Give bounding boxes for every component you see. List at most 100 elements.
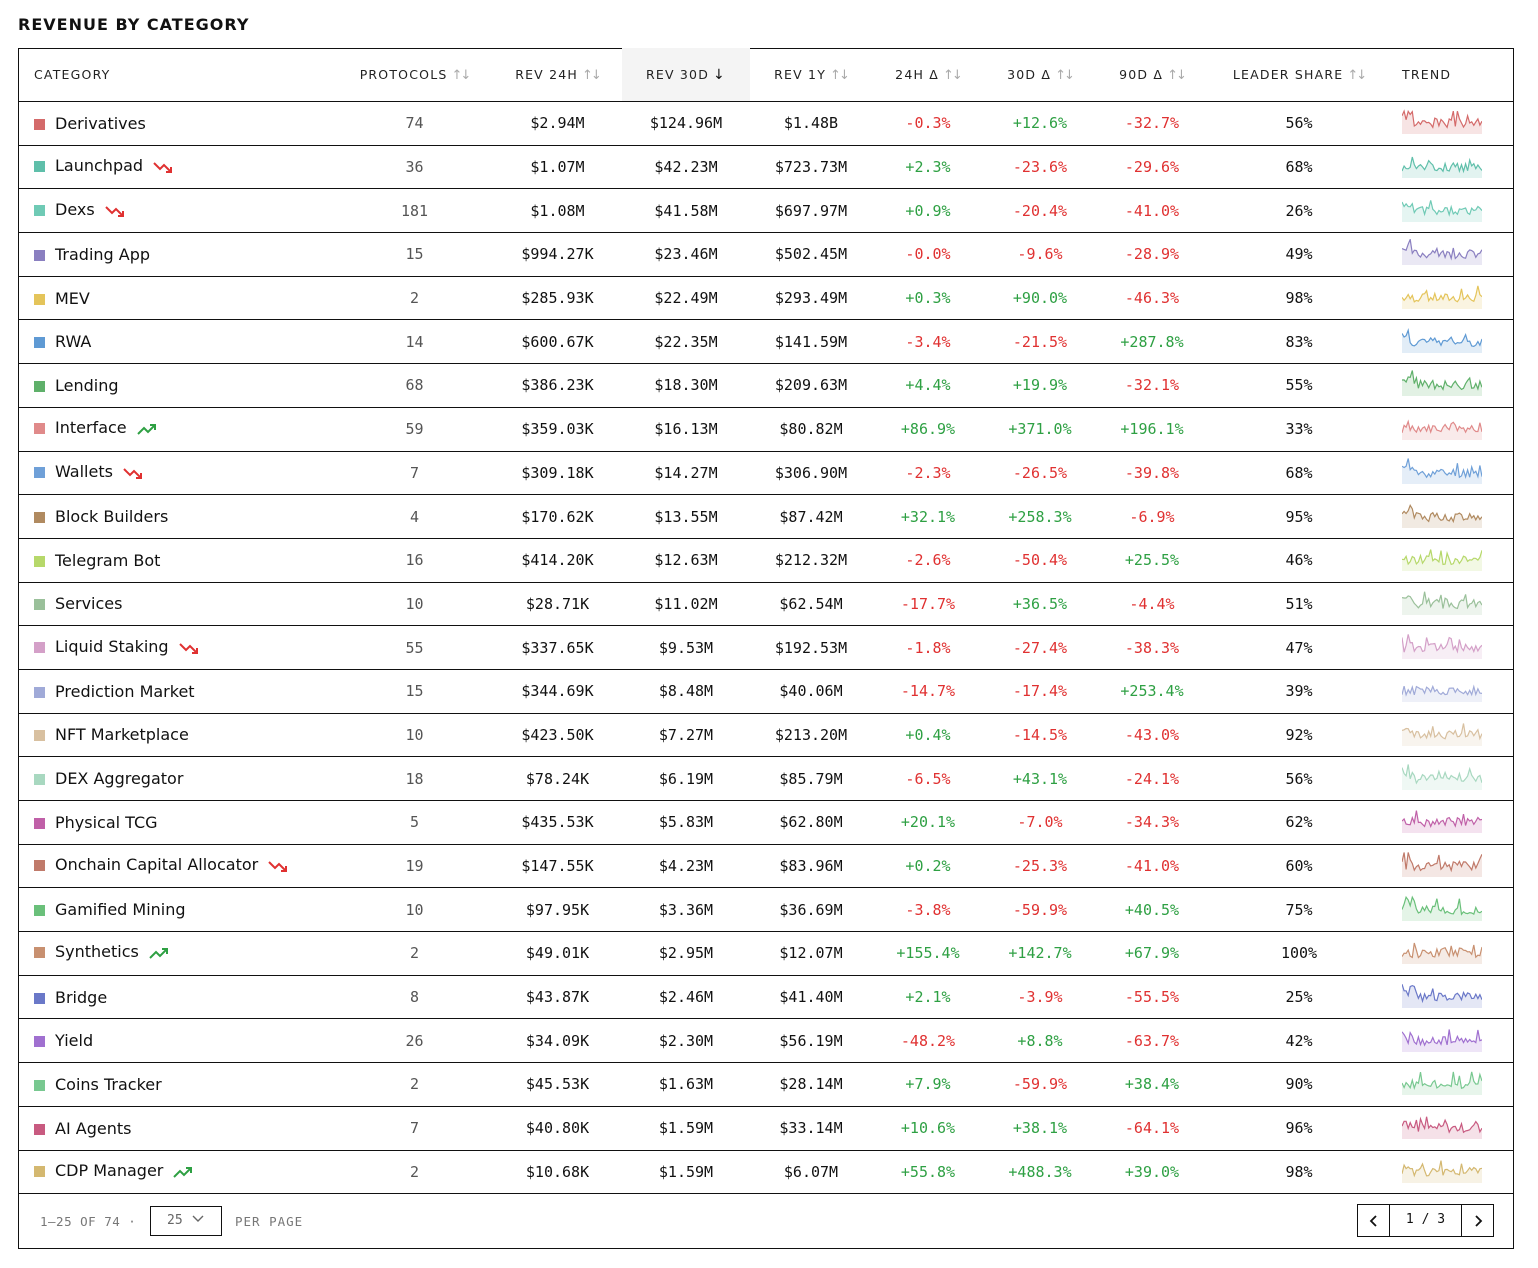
- category-name[interactable]: Prediction Market: [55, 681, 195, 701]
- delta-30d-cell: +90.0%: [984, 276, 1096, 321]
- table-row[interactable]: Trading App 15 $994.27K $23.46M $502.45M -0.0…: [18, 232, 1514, 277]
- category-name[interactable]: NFT Marketplace: [55, 725, 189, 745]
- table-row[interactable]: Prediction Market 15 $344.69K $8.48M $40.06M…: [18, 669, 1514, 714]
- delta-90d-cell: -6.9%: [1096, 494, 1208, 539]
- category-name[interactable]: CDP Manager: [55, 1160, 164, 1180]
- table-row[interactable]: DEX Aggregator 18 $78.24K $6.19M $85.79M -6.5…: [18, 756, 1514, 801]
- per-page-select[interactable]: 25: [150, 1206, 222, 1236]
- delta-90d-cell: -34.3%: [1096, 800, 1208, 845]
- table-row[interactable]: AI Agents 7 $40.80K $1.59M $33.14M +10.6% +38.…: [18, 1106, 1514, 1151]
- rev-24h-cell: $1.07M: [493, 145, 622, 190]
- table-row[interactable]: Physical TCG 5 $435.53K $5.83M $62.80M +20.1%…: [18, 800, 1514, 845]
- protocols-cell: 10: [336, 582, 493, 627]
- per-page-value: 25: [167, 1213, 183, 1228]
- chevron-down-icon: [191, 1211, 205, 1229]
- rev-24h-cell: $10.68K: [493, 1150, 622, 1195]
- category-name[interactable]: Interface: [55, 418, 127, 438]
- table-row[interactable]: Launchpad 36 $1.07M $42.23M $723.73M +2.3% -23…: [18, 145, 1514, 190]
- column-header-protocols[interactable]: PROTOCOLS ↑↓: [336, 48, 493, 102]
- category-name[interactable]: Gamified Mining: [55, 900, 186, 920]
- table-row[interactable]: Bridge 8 $43.87K $2.46M $41.40M +2.1% -3.9% -55…: [18, 975, 1514, 1020]
- delta-24h-cell: +86.9%: [872, 407, 984, 452]
- category-name[interactable]: Onchain Capital Allocator: [55, 855, 259, 875]
- category-color-swatch: [34, 161, 45, 173]
- category-name[interactable]: Derivatives: [55, 113, 146, 133]
- category-name[interactable]: Wallets: [55, 461, 113, 481]
- protocols-cell: 2: [336, 1150, 493, 1195]
- column-header-90d-delta[interactable]: 90D Δ ↑↓: [1096, 48, 1208, 102]
- table-row[interactable]: NFT Marketplace 10 $423.50K $7.27M $213.20M +…: [18, 713, 1514, 758]
- table-row[interactable]: CDP Manager 2 $10.68K $1.59M $6.07M +55.8% +48…: [18, 1150, 1514, 1195]
- trend-down-icon: [104, 203, 127, 222]
- column-header-trend: TREND: [1390, 48, 1514, 102]
- category-name[interactable]: Physical TCG: [55, 812, 158, 832]
- table-row[interactable]: Telegram Bot 16 $414.20K $12.63M $212.32M -2.…: [18, 538, 1514, 583]
- delta-90d-cell: -64.1%: [1096, 1106, 1208, 1151]
- rev-24h-cell: $1.08M: [493, 188, 622, 234]
- column-header-24h-delta[interactable]: 24H Δ ↑↓: [872, 48, 984, 102]
- category-name[interactable]: Synthetics: [55, 942, 139, 962]
- protocols-cell: 4: [336, 494, 493, 539]
- table-row[interactable]: Onchain Capital Allocator 19 $147.55K $4.23…: [18, 844, 1514, 889]
- leader-share-cell: 25%: [1208, 975, 1390, 1020]
- trend-cell: [1390, 844, 1514, 889]
- category-name[interactable]: Coins Tracker: [55, 1074, 162, 1094]
- trend-cell: [1390, 756, 1514, 801]
- column-header-rev-30d[interactable]: REV 30D ↓: [622, 48, 750, 102]
- category-name[interactable]: MEV: [55, 288, 90, 308]
- category-name[interactable]: Block Builders: [55, 507, 169, 527]
- column-header-rev-1y[interactable]: REV 1Y ↑↓: [750, 48, 872, 102]
- column-header-rev-24h[interactable]: REV 24H ↑↓: [493, 48, 622, 102]
- sort-updown-icon: ↑↓: [943, 67, 963, 83]
- table-row[interactable]: Yield 26 $34.09K $2.30M $56.19M -48.2% +8.8% -6…: [18, 1018, 1514, 1064]
- category-name[interactable]: DEX Aggregator: [55, 769, 184, 789]
- next-page-button[interactable]: [1461, 1205, 1493, 1236]
- table-row[interactable]: Block Builders 4 $170.62K $13.55M $87.42M +32…: [18, 494, 1514, 539]
- leader-share-cell: 92%: [1208, 713, 1390, 758]
- sparkline-chart: [1401, 199, 1483, 222]
- category-name[interactable]: Services: [55, 594, 123, 614]
- table-row[interactable]: Services 10 $28.71K $11.02M $62.54M -17.7% +36…: [18, 582, 1514, 627]
- rev-1y-cell: $87.42M: [750, 494, 872, 539]
- category-name[interactable]: AI Agents: [55, 1118, 132, 1138]
- rev-30d-cell: $2.30M: [622, 1018, 750, 1064]
- category-color-swatch: [34, 249, 45, 261]
- table-row[interactable]: Gamified Mining 10 $97.95K $3.36M $36.69M -3.…: [18, 887, 1514, 933]
- category-name[interactable]: Lending: [55, 375, 119, 395]
- delta-30d-cell: -23.6%: [984, 145, 1096, 190]
- rev-24h-cell: $600.67K: [493, 319, 622, 365]
- rev-1y-cell: $28.14M: [750, 1062, 872, 1107]
- sparkline-chart: [1401, 109, 1483, 135]
- table-row[interactable]: Wallets 7 $309.18K $14.27M $306.90M -2.3% -26.…: [18, 451, 1514, 496]
- column-header-leader-share[interactable]: LEADER SHARE ↑↓: [1208, 48, 1390, 102]
- category-cell: Lending: [18, 363, 336, 408]
- table-row[interactable]: RWA 14 $600.67K $22.35M $141.59M -3.4% -21.5% +…: [18, 319, 1514, 365]
- column-header-30d-delta[interactable]: 30D Δ ↑↓: [984, 48, 1096, 102]
- rev-30d-cell: $5.83M: [622, 800, 750, 845]
- table-row[interactable]: Dexs 181 $1.08M $41.58M $697.97M +0.9% -20.4% -…: [18, 188, 1514, 234]
- sparkline-chart: [1401, 723, 1483, 746]
- sparkline-chart: [1401, 237, 1483, 266]
- table-row[interactable]: Interface 59 $359.03K $16.13M $80.82M +86.9% +…: [18, 407, 1514, 452]
- table-row[interactable]: Lending 68 $386.23K $18.30M $209.63M +4.4% +19…: [18, 363, 1514, 408]
- table-row[interactable]: Coins Tracker 2 $45.53K $1.63M $28.14M +7.9% -…: [18, 1062, 1514, 1107]
- category-name[interactable]: Telegram Bot: [55, 550, 161, 570]
- table-row[interactable]: Synthetics 2 $49.01K $2.95M $12.07M +155.4% +1…: [18, 931, 1514, 976]
- table-row[interactable]: MEV 2 $285.93K $22.49M $293.49M +0.3% +90.0% -4…: [18, 276, 1514, 321]
- delta-24h-cell: +155.4%: [872, 931, 984, 976]
- category-name[interactable]: RWA: [55, 332, 92, 352]
- category-name[interactable]: Liquid Staking: [55, 636, 169, 656]
- category-name[interactable]: Yield: [55, 1031, 94, 1051]
- category-name[interactable]: Bridge: [55, 987, 108, 1007]
- category-name[interactable]: Dexs: [55, 199, 95, 219]
- table-row[interactable]: Liquid Staking 55 $337.65K $9.53M $192.53M -1…: [18, 625, 1514, 670]
- category-name[interactable]: Trading App: [55, 244, 151, 264]
- rev-30d-cell: $4.23M: [622, 844, 750, 889]
- rev-1y-cell: $141.59M: [750, 319, 872, 365]
- arrow-down-icon: ↓: [713, 66, 726, 83]
- category-name[interactable]: Launchpad: [55, 156, 144, 176]
- delta-90d-cell: -32.7%: [1096, 101, 1208, 146]
- previous-page-button[interactable]: [1358, 1205, 1390, 1236]
- table-row[interactable]: Derivatives 74 $2.94M $124.96M $1.48B -0.3% +1…: [18, 101, 1514, 146]
- protocols-cell: 7: [336, 451, 493, 496]
